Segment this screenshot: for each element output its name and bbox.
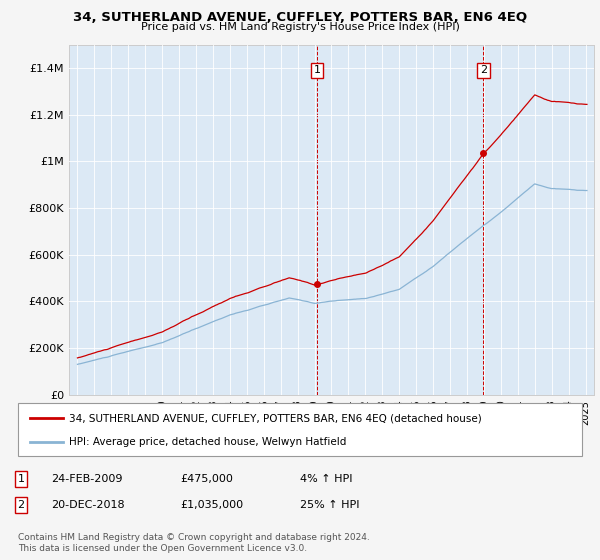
Text: Price paid vs. HM Land Registry's House Price Index (HPI): Price paid vs. HM Land Registry's House … [140, 22, 460, 32]
Text: Contains HM Land Registry data © Crown copyright and database right 2024.
This d: Contains HM Land Registry data © Crown c… [18, 533, 370, 553]
Text: 34, SUTHERLAND AVENUE, CUFFLEY, POTTERS BAR, EN6 4EQ (detached house): 34, SUTHERLAND AVENUE, CUFFLEY, POTTERS … [69, 413, 482, 423]
Text: 2: 2 [17, 500, 25, 510]
Text: 20-DEC-2018: 20-DEC-2018 [51, 500, 125, 510]
Text: 24-FEB-2009: 24-FEB-2009 [51, 474, 122, 484]
Text: £1,035,000: £1,035,000 [180, 500, 243, 510]
Text: HPI: Average price, detached house, Welwyn Hatfield: HPI: Average price, detached house, Welw… [69, 436, 346, 446]
Text: 2: 2 [480, 66, 487, 76]
Text: £475,000: £475,000 [180, 474, 233, 484]
Text: 34, SUTHERLAND AVENUE, CUFFLEY, POTTERS BAR, EN6 4EQ: 34, SUTHERLAND AVENUE, CUFFLEY, POTTERS … [73, 11, 527, 24]
Text: 4% ↑ HPI: 4% ↑ HPI [300, 474, 353, 484]
Text: 1: 1 [17, 474, 25, 484]
Text: 1: 1 [314, 66, 320, 76]
Text: 25% ↑ HPI: 25% ↑ HPI [300, 500, 359, 510]
